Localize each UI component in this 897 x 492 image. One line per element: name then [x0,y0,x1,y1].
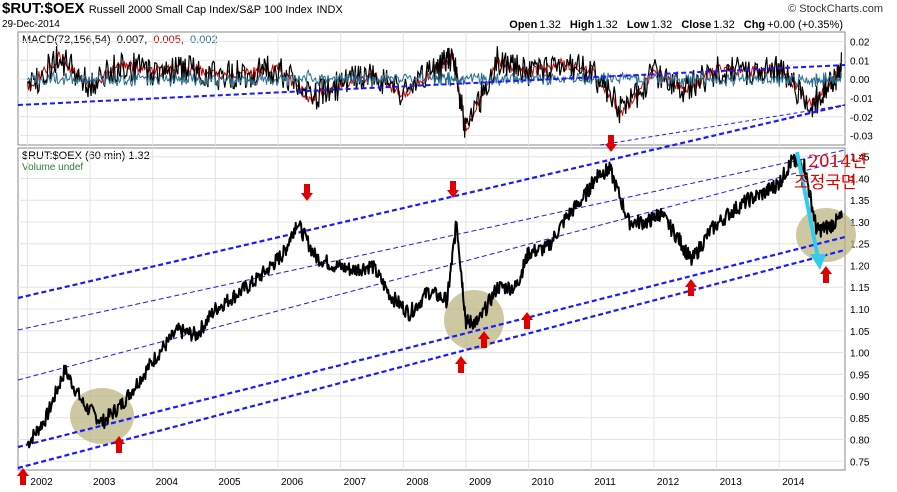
year-tick-label: 2014 [782,477,805,488]
macd-trendline-lower [599,104,846,146]
year-tick-label: 2004 [156,477,179,488]
exchange: INDX [316,4,343,16]
macd-panel [17,31,846,146]
year-tick-label: 2002 [30,477,53,488]
red-up-arrow [820,266,832,283]
open-value: 1.32 [539,19,561,31]
red-up-arrow [478,331,490,348]
price-tick-label: 0.80 [850,436,870,447]
red-up-arrow [455,356,467,373]
annotation-year: 2014년 [808,152,867,172]
ohlc-readout: Open 1.32 High 1.32 Low 1.32 Close 1.32 Chg +… [503,19,843,31]
close-value: 1.32 [713,19,735,31]
red-down-arrow [447,181,459,198]
macd-tick-label: -0.03 [850,132,873,143]
year-tick-label: 2013 [720,477,743,488]
symbol: $RUT:$OEX [2,0,85,17]
price-axis: 1.45 1.40 1.35 1.30 1.25 1.20 1.15 1.10 1.05 1.00… [850,153,870,469]
price-tick-label: 0.95 [850,370,870,381]
price-tick-label: 1.10 [850,305,870,316]
channel-line-top [17,103,846,300]
macd-tick-label: -0.02 [850,113,873,124]
price-line [26,153,843,449]
red-up-arrow [113,436,125,453]
macd-histogram [26,68,842,88]
trend-arrow-head [810,254,826,270]
price-tick-label: 0.90 [850,392,870,403]
trend-arrow-shaft [795,151,820,259]
price-tick-label: 1.40 [850,174,870,185]
red-down-arrow [301,184,313,201]
macd-signal-value: 0.005, [153,34,184,46]
price-tick-label: 1.35 [850,196,870,207]
price-tick-label: 1.30 [850,218,870,229]
high-value: 1.32 [596,19,618,31]
change-value: +0.00 (+0.35%) [767,19,843,31]
time-axis: 2002 2003 2004 2005 2006 2007 2008 2009 2010 2011… [30,477,805,488]
channel-line-2 [17,149,846,331]
source-credit: © StockCharts.com [788,3,883,15]
year-tick-label: 2007 [344,477,367,488]
chart-date: 29-Dec-2014 [2,19,60,30]
highlight-2003 [70,388,134,444]
macd-legend: MACD(72,156,54) 0.007, 0.005, 0.002 [22,34,218,46]
price-tick-label: 1.05 [850,327,870,338]
price-tick-label: 1.45 [850,153,870,164]
channel-line-3 [17,159,846,381]
red-arrow-markers [17,135,832,485]
high-label: High [569,19,595,31]
volume-legend: Volume undef [22,162,83,173]
red-up-arrow [521,312,533,329]
year-tick-label: 2009 [469,477,492,488]
macd-tick-label: 0.00 [850,75,870,86]
year-tick-label: 2003 [93,477,116,488]
close-label: Close [681,19,712,31]
index-name: Russell 2000 Small Cap Index/S&P 100 Ind… [88,4,313,16]
macd-value: 0.007, [117,34,148,46]
year-tick-label: 2008 [406,477,429,488]
price-tick-label: 1.00 [850,349,870,360]
channel-line-4 [17,235,846,449]
macd-tick-label: 0.02 [850,37,870,48]
red-down-arrow [605,135,617,152]
price-legend: $RUT:$OEX (60 min) 1.32 [22,150,150,162]
change-label: Chg [743,19,766,31]
year-tick-label: 2012 [657,477,680,488]
chart-header-title: $RUT:$OEX Russell 2000 Small Cap Index/S… [2,0,343,17]
low-label: Low [626,19,649,31]
price-tick-label: 1.20 [850,261,870,272]
annotation-correction: 조정국면 [794,173,857,193]
year-tick-label: 2010 [532,477,555,488]
price-tick-label: 0.85 [850,414,870,425]
macd-axis: 0.02 0.01 0.00 -0.01 -0.02 -0.03 [850,37,873,142]
macd-tick-label: 0.01 [850,56,870,67]
year-tick-label: 2006 [281,477,304,488]
macd-trendline-upper [17,64,846,106]
macd-hist-value: 0.002 [190,34,218,46]
price-tick-label: 1.15 [850,283,870,294]
macd-tick-label: -0.01 [850,94,873,105]
red-up-arrow [17,468,29,485]
low-value: 1.32 [650,19,673,31]
red-up-arrow [685,279,697,296]
price-tick-label: 1.25 [850,240,870,251]
macd-legend-prefix: MACD(72,156,54) [22,34,111,46]
year-tick-label: 2011 [594,477,616,488]
open-label: Open [509,19,538,31]
channel-line-bottom [17,248,846,470]
year-tick-label: 2005 [218,477,241,488]
price-tick-label: 0.75 [850,457,870,468]
